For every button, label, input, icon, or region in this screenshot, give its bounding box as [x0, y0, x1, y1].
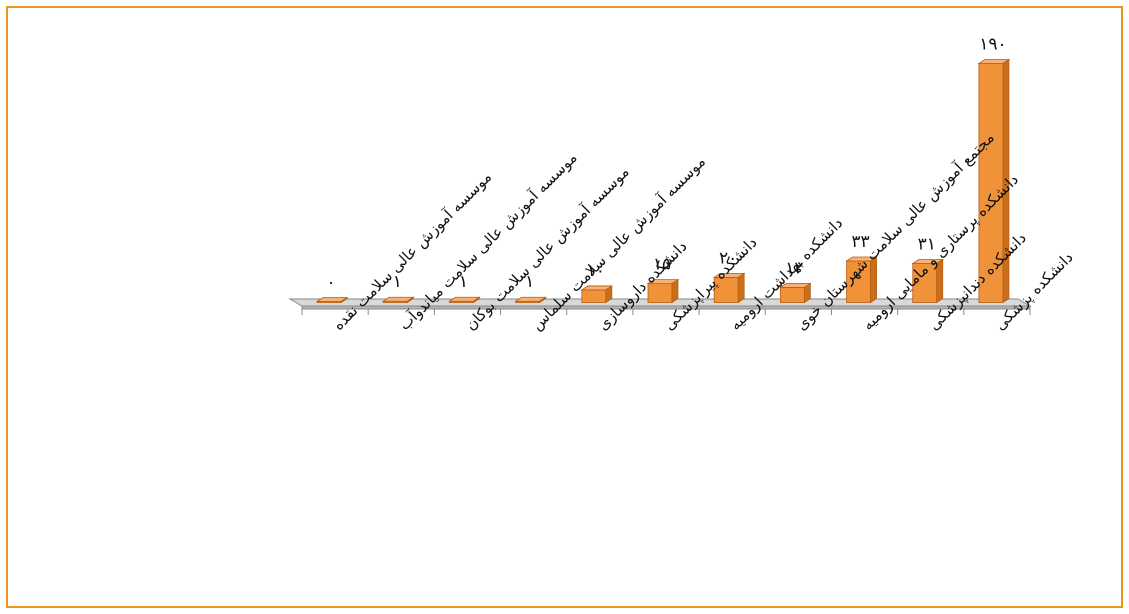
x-axis-ticks	[301, 309, 1031, 315]
data-label: ۱	[525, 272, 534, 292]
bar	[381, 296, 415, 304]
bar	[779, 282, 812, 304]
bar	[845, 256, 878, 304]
bar	[712, 272, 746, 304]
data-label: ۳۱	[918, 235, 936, 255]
data-label: ۱۰	[587, 261, 605, 281]
data-label: ۱	[459, 272, 468, 292]
bar	[580, 285, 614, 304]
data-label: ۰	[327, 273, 336, 293]
data-label: ۱۹۰	[979, 35, 1006, 55]
bar	[646, 278, 680, 304]
bar	[448, 296, 481, 304]
data-label: ۳۳	[851, 232, 869, 252]
bar	[911, 258, 945, 304]
bar	[315, 296, 349, 304]
bar	[514, 296, 547, 304]
data-label: ۱۲	[785, 258, 803, 278]
data-label: ۱	[393, 272, 402, 292]
data-label: ۱۵	[653, 255, 671, 275]
bar	[977, 58, 1011, 304]
data-label: ۲۰	[719, 248, 737, 268]
